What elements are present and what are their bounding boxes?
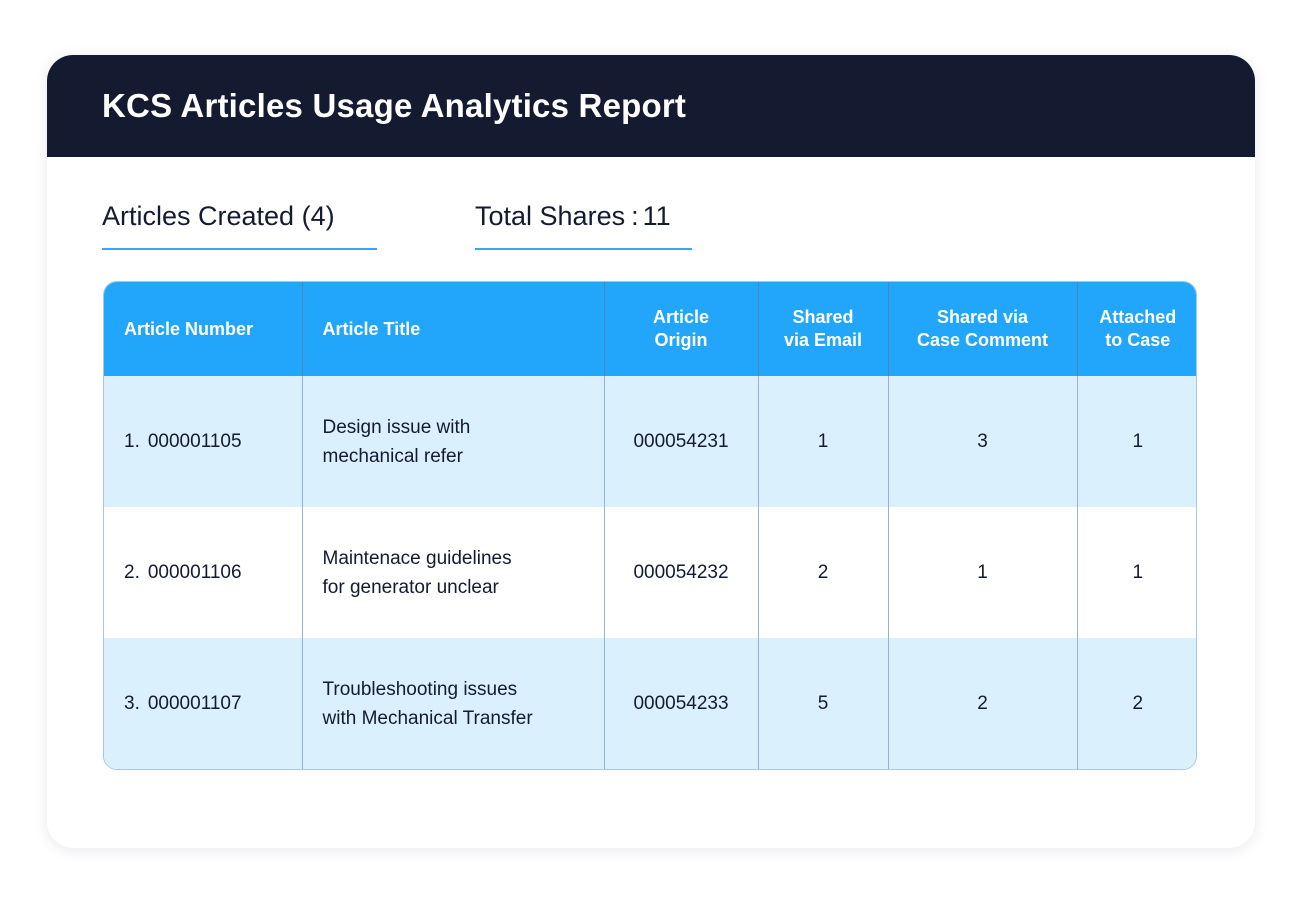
column-header-article-title[interactable]: Article Title	[302, 282, 605, 376]
column-header-article-number[interactable]: Article Number	[104, 282, 303, 376]
attached-cell: 1	[1077, 507, 1196, 638]
shared-email-cell: 2	[758, 507, 889, 638]
report-header: KCS Articles Usage Analytics Report	[47, 55, 1255, 157]
articles-created-count: (4)	[301, 201, 335, 231]
column-header-article-origin[interactable]: Article Origin	[604, 282, 759, 376]
article-origin-cell: 000054233	[604, 638, 759, 769]
article-title-cell: Troubleshooting issues with Mechanical T…	[302, 638, 605, 769]
shared-email-cell: 1	[758, 376, 889, 507]
shared-comment-cell: 3	[888, 376, 1078, 507]
table-row[interactable]: 2. 000001106 Maintenace guidelines for ge…	[104, 507, 1196, 638]
shared-comment-cell: 1	[888, 507, 1078, 638]
shared-email-cell: 5	[758, 638, 889, 769]
article-number-cell: 1. 000001105	[104, 376, 303, 507]
usage-table: Article Number Article Title Article Ori…	[103, 281, 1197, 770]
attached-cell: 1	[1077, 376, 1196, 507]
articles-created-stat[interactable]: Articles Created (4)	[102, 201, 377, 250]
column-header-shared-via-email[interactable]: Shared via Email	[758, 282, 889, 376]
table-header-row: Article Number Article Title Article Ori…	[104, 282, 1196, 376]
column-header-shared-via-case-comment[interactable]: Shared via Case Comment	[888, 282, 1078, 376]
total-shares-separator: :	[631, 201, 639, 231]
column-header-attached-to-case[interactable]: Attached to Case	[1077, 282, 1196, 376]
report-title: KCS Articles Usage Analytics Report	[102, 87, 687, 124]
article-origin-cell: 000054231	[604, 376, 759, 507]
shared-comment-cell: 2	[888, 638, 1078, 769]
articles-created-label: Articles Created	[102, 201, 295, 231]
article-number-cell: 2. 000001106	[104, 507, 303, 638]
article-title-cell: Design issue with mechanical refer	[302, 376, 605, 507]
total-shares-stat[interactable]: Total Shares:11	[475, 201, 692, 250]
table-row[interactable]: 3. 000001107 Troubleshooting issues with …	[104, 638, 1196, 769]
report-card: KCS Articles Usage Analytics Report Arti…	[47, 55, 1255, 848]
attached-cell: 2	[1077, 638, 1196, 769]
total-shares-label: Total Shares	[475, 201, 626, 231]
article-number-cell: 3. 000001107	[104, 638, 303, 769]
total-shares-value: 11	[642, 201, 671, 231]
article-title-cell: Maintenace guidelines for generator uncl…	[302, 507, 605, 638]
table-row[interactable]: 1. 000001105 Design issue with mechanical…	[104, 376, 1196, 507]
article-origin-cell: 000054232	[604, 507, 759, 638]
